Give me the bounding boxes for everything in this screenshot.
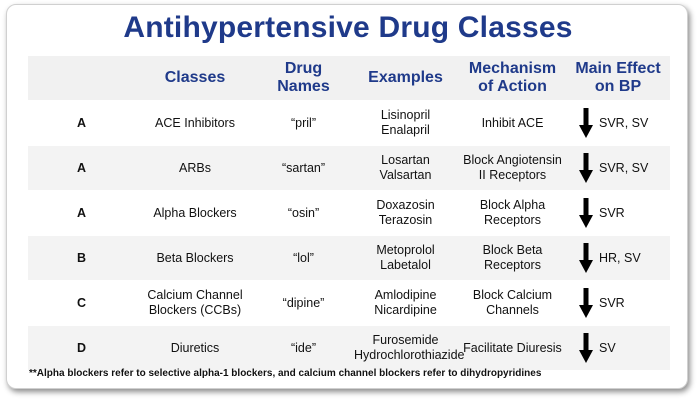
mechanism-line-1: Inhibit ACE — [481, 115, 544, 130]
example-1: Doxazosin — [376, 198, 435, 212]
examples-cell: Metoprolol Labetalol — [352, 235, 459, 281]
group-letter: A — [28, 145, 135, 191]
header-mechanism: Mechanism of Action — [459, 55, 566, 101]
table-header-row: Classes Drug Names Examples Mechanism of… — [28, 55, 670, 101]
table-row: A ARBs “sartan” Losartan Valsartan Block … — [28, 145, 670, 191]
example-1: Losartan — [381, 153, 430, 167]
header-group — [28, 55, 135, 101]
header-classes: Classes — [135, 55, 255, 101]
drug-suffix: “ide” — [255, 325, 352, 370]
effect-cell: HR, SV — [566, 235, 670, 281]
mechanism-cell: Block Alpha Receptors — [459, 190, 566, 236]
example-2: Enalapril — [381, 123, 430, 137]
mechanism-line-1: Block Beta — [482, 243, 543, 257]
header-examples: Examples — [352, 55, 459, 101]
drug-suffix: “osin” — [255, 190, 352, 236]
group-letter: D — [28, 325, 135, 370]
class-name: ARBs — [135, 145, 255, 191]
mechanism-cell: Block Angiotensin II Receptors — [459, 145, 566, 191]
mechanism-line-1: Block Alpha — [479, 198, 546, 212]
footnote: **Alpha blockers refer to selective alph… — [29, 368, 542, 379]
down-arrow-icon — [579, 333, 593, 363]
drug-classes-card: Antihypertensive Drug Classes Classes Dr… — [6, 4, 688, 389]
mechanism-line-2: Channels — [486, 303, 539, 317]
effect-label: SVR — [599, 295, 625, 310]
examples-cell: Lisinopril Enalapril — [352, 100, 459, 146]
table-row: A ACE Inhibitors “pril” Lisinopril Enalap… — [28, 100, 670, 146]
effect-cell: SVR, SV — [566, 100, 670, 146]
table-row: C Calcium Channel Blockers (CCBs) “dipine… — [28, 280, 670, 326]
example-2: Terazosin — [378, 213, 433, 227]
examples-cell: Amlodipine Nicardipine — [352, 280, 459, 326]
example-1: Lisinopril — [380, 108, 431, 122]
group-letter: A — [28, 100, 135, 146]
class-name: Alpha Blockers — [135, 190, 255, 236]
mechanism-line-2: Receptors — [484, 258, 541, 272]
example-2: Valsartan — [379, 168, 432, 182]
class-name: Calcium Channel — [147, 288, 243, 302]
table-row: B Beta Blockers “lol” Metoprolol Labetalo… — [28, 235, 670, 281]
examples-cell: Furosemide Hydrochlorothiazide — [352, 325, 465, 370]
class-name: Beta Blockers — [135, 235, 255, 281]
class-name-cell: Calcium Channel Blockers (CCBs) — [135, 280, 255, 326]
effect-cell: SVR — [566, 280, 670, 326]
effect-cell: SV — [566, 325, 670, 370]
example-2: Labetalol — [380, 258, 431, 272]
mechanism-line-1: Block Angiotensin — [463, 153, 562, 167]
effect-label: SVR — [599, 205, 625, 220]
mechanism-line-1: Facilitate Diuresis — [463, 340, 562, 355]
mechanism-line-1: Block Calcium — [472, 288, 553, 302]
mechanism-line-2: Receptors — [484, 213, 541, 227]
drug-classes-table: Classes Drug Names Examples Mechanism of… — [28, 55, 670, 370]
example-1: Metoprolol — [376, 243, 435, 257]
effect-label: SVR, SV — [599, 115, 649, 130]
group-letter: A — [28, 190, 135, 236]
effect-cell: SVR, SV — [566, 145, 670, 191]
example-2: Hydrochlorothiazide — [354, 348, 465, 362]
header-drug-names: Drug Names — [255, 55, 352, 101]
down-arrow-icon — [579, 108, 593, 138]
drug-suffix: “pril” — [255, 100, 352, 146]
example-2: Nicardipine — [374, 303, 437, 317]
mechanism-line-2: II Receptors — [478, 168, 547, 182]
mechanism-cell: Block Beta Receptors — [459, 235, 566, 281]
mechanism-cell: Facilitate Diuresis — [459, 325, 566, 370]
effect-label: SV — [599, 340, 616, 355]
header-main-effect: Main Effect on BP — [566, 55, 670, 101]
down-arrow-icon — [579, 153, 593, 183]
examples-cell: Losartan Valsartan — [352, 145, 459, 191]
table-row: A Alpha Blockers “osin” Doxazosin Terazos… — [28, 190, 670, 236]
group-letter: B — [28, 235, 135, 281]
class-name: Diuretics — [135, 325, 255, 370]
table-row: D Diuretics “ide” Furosemide Hydrochlorot… — [28, 325, 670, 370]
drug-suffix: “lol” — [255, 235, 352, 281]
effect-cell: SVR — [566, 190, 670, 236]
down-arrow-icon — [579, 198, 593, 228]
example-1: Amlodipine — [374, 288, 437, 302]
page-title: Antihypertensive Drug Classes — [123, 11, 573, 44]
down-arrow-icon — [579, 243, 593, 273]
group-letter: C — [28, 280, 135, 326]
examples-cell: Doxazosin Terazosin — [352, 190, 459, 236]
class-name-line-2: Blockers (CCBs) — [148, 303, 242, 317]
mechanism-cell: Inhibit ACE — [459, 100, 566, 146]
drug-suffix: “dipine” — [255, 280, 352, 326]
mechanism-cell: Block Calcium Channels — [459, 280, 566, 326]
effect-label: HR, SV — [599, 250, 641, 265]
down-arrow-icon — [579, 288, 593, 318]
class-name: ACE Inhibitors — [135, 100, 255, 146]
drug-suffix: “sartan” — [255, 145, 352, 191]
example-1: Furosemide — [372, 333, 439, 347]
effect-label: SVR, SV — [599, 160, 649, 175]
